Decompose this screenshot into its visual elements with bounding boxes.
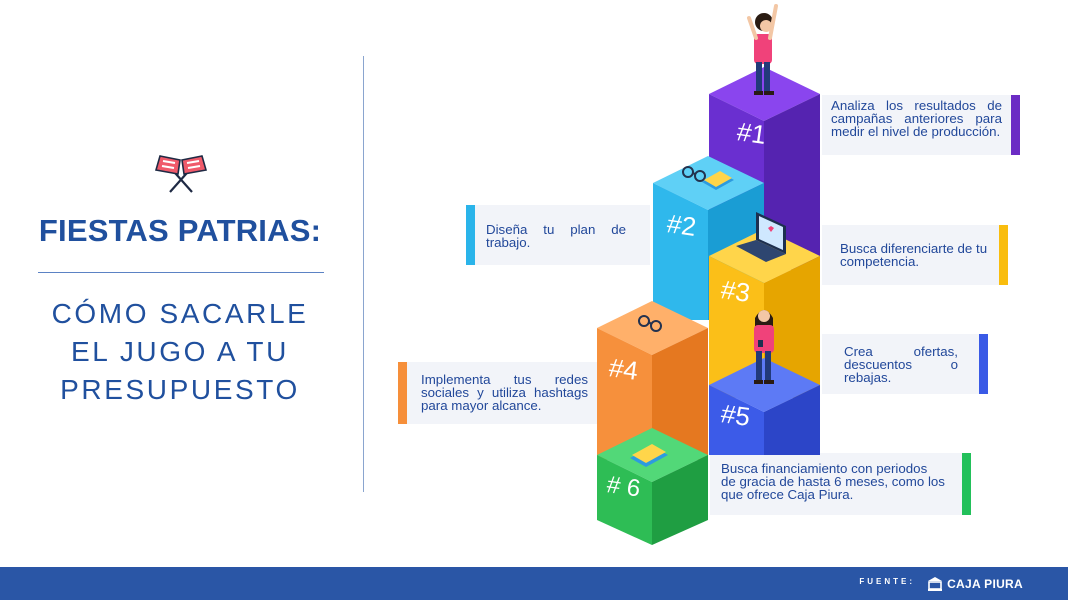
person-icon bbox=[754, 310, 774, 384]
callout-text: Analiza los resultados de campañas anter… bbox=[831, 98, 1002, 139]
subtitle-line: EL JUGO A TU bbox=[71, 336, 289, 367]
staircase-diagram: #1 #2 #3 #4 #5 # 6 bbox=[597, 4, 820, 545]
block-label: #2 bbox=[665, 208, 698, 242]
footer-bar: FUENTE: CAJA PIURA bbox=[0, 567, 1068, 600]
callout-accent-bar bbox=[1011, 95, 1020, 155]
title-divider bbox=[38, 272, 324, 273]
block-label: #4 bbox=[607, 352, 640, 386]
block-step-5: #5 bbox=[709, 358, 820, 455]
book-icon bbox=[702, 171, 734, 190]
callout-step-3: Busca diferenciarte de tu competencia. bbox=[822, 225, 1008, 285]
callout-step-1: Analiza los resultados de campañas anter… bbox=[822, 95, 1020, 155]
callout-step-2: Diseña tu plan de trabajo. bbox=[466, 205, 650, 265]
brand-logo: CAJA PIURA bbox=[927, 574, 1023, 594]
subtitle-line: CÓMO SACARLE bbox=[51, 298, 309, 329]
vertical-divider bbox=[363, 56, 364, 492]
source-label: FUENTE: bbox=[859, 577, 915, 586]
block-label: # 6 bbox=[605, 471, 642, 502]
callout-text: Busca diferenciarte de tu competencia. bbox=[840, 241, 988, 269]
block-label: #3 bbox=[719, 274, 752, 308]
page-subtitle: CÓMO SACARLE EL JUGO A TU PRESUPUESTO bbox=[20, 295, 340, 409]
callout-step-5: Crea ofertas, descuentos o rebajas. bbox=[822, 334, 988, 394]
glasses-icon bbox=[638, 315, 662, 332]
bank-logo-icon bbox=[928, 577, 943, 591]
callout-text: Implementa tus redes sociales y utiliza … bbox=[421, 372, 588, 413]
callout-step-4: Implementa tus redes sociales y utiliza … bbox=[398, 362, 602, 424]
block-step-4: #4 bbox=[597, 301, 708, 460]
callout-accent-bar bbox=[999, 225, 1008, 285]
brand-name: CAJA PIURA bbox=[947, 577, 1023, 591]
callout-accent-bar bbox=[466, 205, 475, 265]
block-step-3: #3 bbox=[709, 229, 820, 398]
callout-text: Busca financiamiento con periodos de gra… bbox=[721, 461, 945, 502]
callout-accent-bar bbox=[962, 453, 971, 515]
callout-text: Crea ofertas, descuentos o rebajas. bbox=[844, 344, 958, 385]
callout-text: Diseña tu plan de trabajo. bbox=[486, 222, 626, 250]
laptop-icon bbox=[736, 212, 786, 262]
crossed-flags-icon bbox=[154, 155, 208, 193]
subtitle-line: PRESUPUESTO bbox=[60, 374, 300, 405]
callout-step-6: Busca financiamiento con periodos de gra… bbox=[710, 453, 971, 515]
page-title: FIESTAS PATRIAS: bbox=[38, 213, 322, 248]
callout-accent-bar bbox=[979, 334, 988, 394]
block-label: #5 bbox=[719, 398, 752, 432]
person-icon bbox=[747, 4, 778, 95]
book-icon bbox=[630, 444, 668, 467]
glasses-icon bbox=[682, 166, 706, 182]
callout-accent-bar bbox=[398, 362, 407, 424]
block-label: #1 bbox=[735, 116, 768, 150]
